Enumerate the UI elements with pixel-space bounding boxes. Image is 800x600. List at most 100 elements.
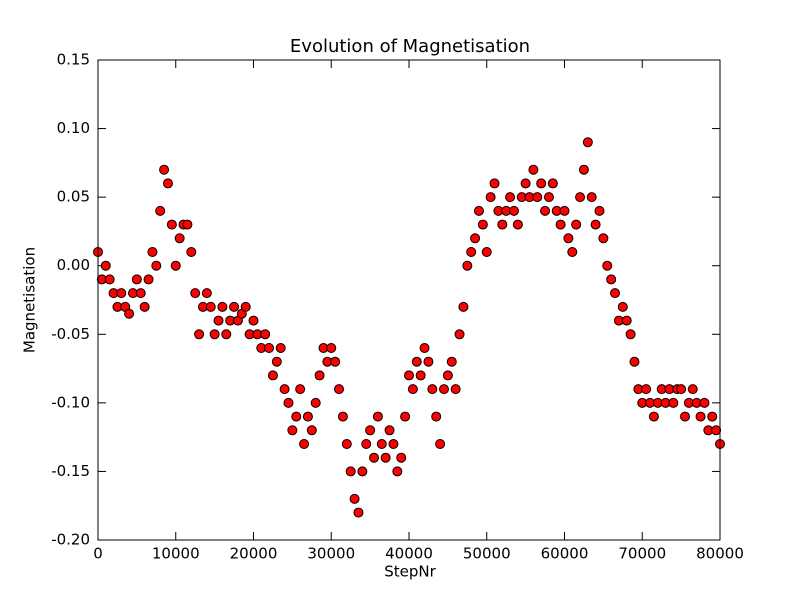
- point: [384, 425, 395, 436]
- point: [229, 301, 240, 312]
- point: [571, 219, 582, 230]
- point: [376, 439, 387, 449]
- point: [520, 178, 531, 189]
- point: [668, 397, 679, 408]
- point: [314, 370, 325, 381]
- point: [194, 329, 205, 340]
- point: [470, 233, 481, 244]
- point: [283, 397, 294, 408]
- point: [357, 466, 368, 477]
- point: [209, 329, 220, 340]
- point: [100, 260, 111, 271]
- point: [400, 411, 411, 422]
- point: [139, 301, 150, 312]
- point: [594, 205, 605, 216]
- x-tick-label: 20000: [230, 545, 278, 563]
- x-tick-label: 30000: [307, 545, 355, 563]
- plot-frame: [97, 59, 721, 541]
- y-tick-label: 0.15: [57, 51, 90, 69]
- point: [450, 384, 461, 395]
- point: [407, 384, 418, 395]
- x-tick-label: 80000: [696, 545, 744, 563]
- point: [369, 452, 380, 463]
- point: [586, 192, 597, 203]
- y-tick-label: -0.10: [51, 393, 90, 411]
- point: [497, 219, 508, 230]
- point: [578, 164, 589, 175]
- x-tick-label: 50000: [463, 545, 511, 563]
- x-tick-label: 10000: [152, 545, 200, 563]
- point: [143, 274, 154, 285]
- point: [528, 164, 539, 175]
- point: [349, 493, 360, 504]
- point: [676, 384, 687, 395]
- point: [380, 452, 391, 463]
- point: [361, 439, 372, 449]
- point: [555, 219, 566, 230]
- point: [404, 370, 414, 381]
- point: [306, 425, 317, 436]
- point: [264, 343, 275, 353]
- point: [279, 384, 290, 395]
- point: [695, 411, 706, 422]
- point: [302, 411, 313, 422]
- point: [419, 343, 430, 353]
- point: [610, 288, 621, 299]
- point: [687, 384, 698, 395]
- y-axis-label: Magnetisation: [21, 247, 39, 353]
- point: [446, 356, 457, 367]
- point: [135, 288, 146, 299]
- x-tick-label: 0: [93, 545, 103, 563]
- point: [353, 507, 364, 518]
- point: [438, 384, 449, 395]
- y-tick-label: 0.00: [57, 256, 90, 274]
- point: [711, 425, 722, 436]
- x-axis-label: StepNr: [384, 563, 436, 581]
- chart-title: Evolution of Magnetisation: [290, 36, 530, 57]
- point: [458, 301, 469, 312]
- point: [365, 425, 376, 436]
- y-tick-label: -0.05: [51, 325, 90, 343]
- point: [213, 315, 224, 326]
- point: [442, 370, 453, 381]
- point: [477, 219, 488, 230]
- y-tick-label: -0.20: [51, 531, 90, 549]
- point: [567, 247, 578, 257]
- point: [147, 247, 158, 257]
- point: [454, 329, 465, 340]
- x-tick-label: 40000: [385, 545, 433, 563]
- point: [162, 178, 173, 189]
- point: [104, 274, 115, 285]
- point: [563, 233, 574, 244]
- point: [341, 439, 352, 449]
- point: [186, 247, 197, 257]
- point: [423, 356, 434, 367]
- point: [466, 247, 477, 257]
- point: [512, 219, 523, 230]
- point: [559, 205, 570, 216]
- point: [575, 192, 586, 203]
- point: [337, 411, 348, 422]
- point: [431, 411, 442, 422]
- point: [462, 260, 473, 271]
- point: [621, 315, 632, 326]
- point: [536, 178, 547, 189]
- x-tick-label: 70000: [618, 545, 666, 563]
- point: [543, 192, 554, 203]
- y-tick-label: 0.10: [57, 119, 90, 137]
- point: [372, 411, 383, 422]
- point: [267, 370, 278, 381]
- point: [435, 439, 446, 449]
- point: [388, 439, 399, 449]
- point: [547, 178, 558, 189]
- y-tick-label: 0.05: [57, 188, 90, 206]
- point: [170, 260, 181, 271]
- point: [485, 192, 496, 203]
- point: [532, 192, 543, 203]
- point: [205, 301, 216, 312]
- point: [131, 274, 142, 285]
- point: [489, 178, 500, 189]
- point: [427, 384, 438, 395]
